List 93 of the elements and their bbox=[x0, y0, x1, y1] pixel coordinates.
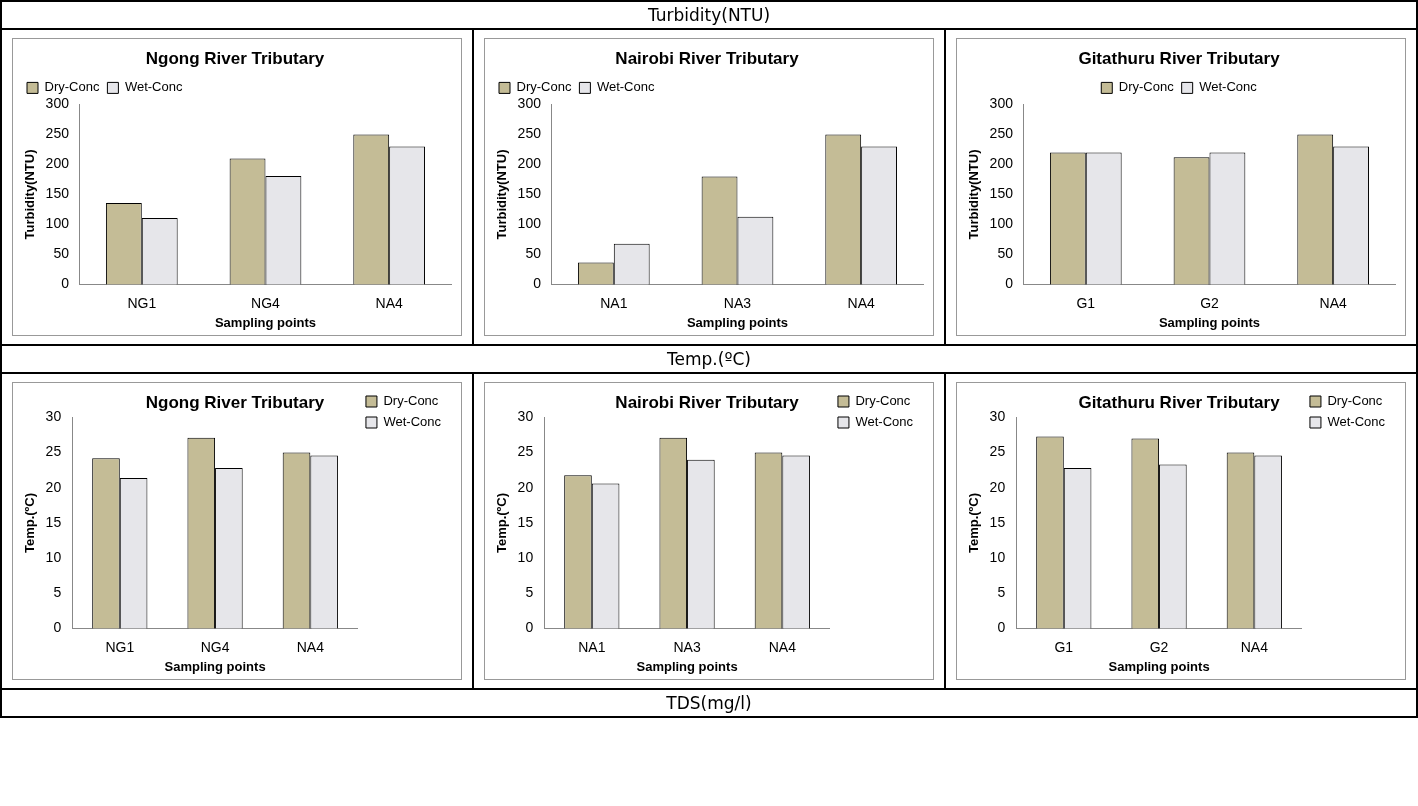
y-tick-label: 100 bbox=[45, 215, 70, 232]
y-tick-label: 300 bbox=[989, 95, 1014, 112]
y-tick-label: 30 bbox=[989, 408, 1006, 425]
legend-label: Wet-Conc bbox=[596, 79, 655, 95]
y-tick-label: 0 bbox=[53, 619, 62, 636]
y-tick-label: 100 bbox=[517, 215, 542, 232]
y-tick-label: 15 bbox=[989, 513, 1006, 530]
y-tick-label: 250 bbox=[45, 125, 70, 142]
y-tick-label: 5 bbox=[53, 584, 62, 601]
y-tick-label: 200 bbox=[989, 155, 1014, 172]
legend-label: Wet-Conc bbox=[383, 414, 442, 430]
y-tick-label: 50 bbox=[525, 245, 542, 262]
y-axis-title: Temp.(ºC) bbox=[966, 492, 982, 554]
x-axis-title: Sampling points bbox=[1108, 658, 1210, 674]
y-tick-label: 5 bbox=[997, 584, 1006, 601]
legend-label: Dry-Conc bbox=[516, 79, 572, 95]
chart-title: Nairobi River Tributary bbox=[615, 48, 800, 68]
y-tick-label: 50 bbox=[53, 245, 70, 262]
y-axis-title: Turbidity(NTU) bbox=[22, 149, 38, 240]
y-tick-label: 250 bbox=[517, 125, 542, 142]
x-axis-title: Sampling points bbox=[686, 314, 789, 330]
y-axis-title: Temp.(ºC) bbox=[494, 492, 510, 554]
y-tick-label: 20 bbox=[517, 478, 534, 495]
y-tick-label: 20 bbox=[45, 478, 62, 495]
y-tick-label: 150 bbox=[45, 185, 70, 202]
x-tick-label: NA4 bbox=[296, 638, 325, 655]
x-tick-label: NA4 bbox=[1319, 294, 1347, 311]
x-axis-title: Sampling points bbox=[636, 658, 738, 674]
chart-title: Nairobi River Tributary bbox=[615, 392, 800, 412]
y-axis-title: Temp.(ºC) bbox=[22, 492, 38, 554]
text: Temp.(ºC) bbox=[2, 346, 1416, 374]
y-tick-label: 10 bbox=[45, 549, 62, 566]
y-tick-label: 0 bbox=[525, 619, 534, 636]
x-tick-label: G2 bbox=[1200, 294, 1220, 311]
x-axis-title: Sampling points bbox=[214, 314, 317, 330]
x-tick-label: NG1 bbox=[105, 638, 135, 655]
y-tick-label: 150 bbox=[989, 185, 1014, 202]
y-tick-label: 0 bbox=[997, 619, 1006, 636]
y-tick-label: 10 bbox=[989, 549, 1006, 566]
legend-label: Dry-Conc bbox=[383, 393, 439, 409]
legend-label: Dry-Conc bbox=[1118, 79, 1175, 95]
chart-title: Gitathuru River Tributary bbox=[1078, 48, 1281, 68]
legend-label: Wet-Conc bbox=[855, 414, 914, 430]
y-tick-label: 50 bbox=[997, 245, 1014, 262]
y-tick-label: 25 bbox=[45, 443, 62, 460]
legend-label: Wet-Conc bbox=[1327, 414, 1386, 430]
x-tick-label: NG1 bbox=[127, 294, 157, 311]
y-tick-label: 5 bbox=[525, 584, 534, 601]
x-tick-label: G1 bbox=[1054, 638, 1074, 655]
y-tick-label: 30 bbox=[517, 408, 534, 425]
x-tick-label: NA4 bbox=[768, 638, 797, 655]
y-tick-label: 0 bbox=[533, 275, 542, 292]
legend-label: Dry-Conc bbox=[1327, 393, 1383, 409]
text: Turbidity(NTU) bbox=[2, 2, 1416, 30]
x-tick-label: NA1 bbox=[578, 638, 606, 655]
y-tick-label: 25 bbox=[989, 443, 1006, 460]
x-tick-label: NG4 bbox=[200, 638, 230, 655]
x-tick-label: G1 bbox=[1076, 294, 1096, 311]
y-tick-label: 10 bbox=[517, 549, 534, 566]
x-tick-label: G2 bbox=[1149, 638, 1169, 655]
legend-label: Wet-Conc bbox=[1199, 79, 1258, 95]
y-axis-title: Turbidity(NTU) bbox=[966, 149, 982, 240]
y-tick-label: 15 bbox=[45, 513, 62, 530]
x-tick-label: NA4 bbox=[847, 294, 875, 311]
y-tick-label: 300 bbox=[45, 95, 70, 112]
y-tick-label: 200 bbox=[517, 155, 542, 172]
x-axis-title: Sampling points bbox=[164, 658, 266, 674]
x-tick-label: NA4 bbox=[1240, 638, 1269, 655]
y-tick-label: 300 bbox=[517, 95, 542, 112]
x-tick-label: NA3 bbox=[673, 638, 701, 655]
legend-label: Dry-Conc bbox=[855, 393, 911, 409]
x-tick-label: NA3 bbox=[723, 294, 752, 311]
chart-title: Ngong River Tributary bbox=[145, 392, 325, 412]
y-tick-label: 0 bbox=[61, 275, 70, 292]
y-tick-label: 150 bbox=[517, 185, 542, 202]
y-tick-label: 25 bbox=[517, 443, 534, 460]
legend-label: Wet-Conc bbox=[124, 79, 183, 95]
x-tick-label: NG4 bbox=[251, 294, 281, 311]
chart-title: Ngong River Tributary bbox=[145, 48, 325, 68]
x-tick-label: NA1 bbox=[600, 294, 628, 311]
y-tick-label: 250 bbox=[989, 125, 1014, 142]
chart-title: Gitathuru River Tributary bbox=[1078, 392, 1281, 412]
y-tick-label: 100 bbox=[989, 215, 1014, 232]
y-tick-label: 200 bbox=[45, 155, 70, 172]
x-tick-label: NA4 bbox=[375, 294, 403, 311]
y-tick-label: 0 bbox=[1005, 275, 1014, 292]
y-tick-label: 30 bbox=[45, 408, 62, 425]
y-axis-title: Turbidity(NTU) bbox=[494, 149, 510, 240]
text: TDS(mg/l) bbox=[2, 690, 1416, 718]
legend-label: Dry-Conc bbox=[44, 79, 100, 95]
y-tick-label: 20 bbox=[989, 478, 1006, 495]
x-axis-title: Sampling points bbox=[1158, 314, 1261, 330]
y-tick-label: 15 bbox=[517, 513, 534, 530]
